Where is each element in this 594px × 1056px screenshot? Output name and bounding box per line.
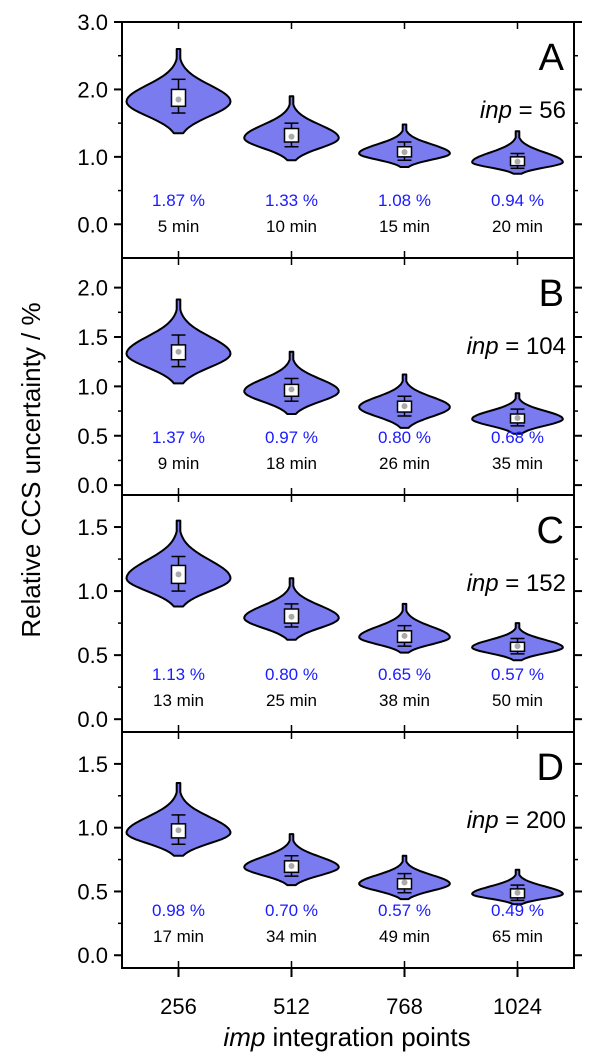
y-tick-label: 0.5 [77,424,108,449]
percent-label: 0.57 % [491,665,544,684]
time-label: 18 min [266,454,317,473]
inp-label: inp = 200 [467,807,566,834]
y-tick-label: 1.0 [77,145,108,170]
time-label: 5 min [158,217,200,236]
median-dot [401,879,408,886]
x-axis-label-rest: integration points [265,1022,470,1052]
percent-label: 0.80 % [265,665,318,684]
inp-label-name: inp [467,807,499,834]
y-tick-label: 0.5 [77,643,108,668]
y-tick-label: 1.5 [77,325,108,350]
y-tick-label: 1.5 [77,752,108,777]
x-tick-label: 256 [160,994,197,1019]
median-dot [288,133,295,140]
time-label: 13 min [153,691,204,710]
median-dot [401,403,408,410]
panel-frame [121,731,575,969]
time-label: 20 min [492,217,543,236]
inp-label-value: = 104 [499,333,566,360]
x-tick-label: 768 [386,994,423,1019]
inp-label: inp = 104 [467,333,566,360]
median-dot [401,632,408,639]
inp-label-name: inp [467,570,499,597]
time-label: 50 min [492,691,543,710]
y-tick-label: 0.0 [77,943,108,968]
x-tick-label: 1024 [493,994,542,1019]
percent-label: 0.49 % [491,901,544,920]
percent-label: 0.57 % [378,901,431,920]
median-dot [175,571,182,578]
percent-label: 0.97 % [265,428,318,447]
x-tick-label: 512 [273,994,310,1019]
percent-label: 1.33 % [265,191,318,210]
time-label: 10 min [266,217,317,236]
time-label: 34 min [266,927,317,946]
inp-label: inp = 152 [467,570,566,597]
y-tick-label: 0.0 [77,707,108,732]
x-axis-label: imp integration points [223,1022,470,1052]
panel-letter: D [537,747,564,789]
percent-label: 0.65 % [378,665,431,684]
y-tick-label: 0.0 [77,473,108,498]
median-dot [514,643,521,650]
percent-label: 0.70 % [265,901,318,920]
time-label: 35 min [492,454,543,473]
inp-label-value: = 56 [512,97,566,124]
time-label: 26 min [379,454,430,473]
y-tick-label: 2.0 [77,276,108,301]
median-dot [514,158,521,165]
panel-letter: A [539,37,565,79]
time-label: 49 min [379,927,430,946]
percent-label: 1.13 % [152,665,205,684]
time-label: 38 min [379,691,430,710]
percent-label: 0.80 % [378,428,431,447]
y-axis-label: Relative CCS uncertainty / % [16,302,46,637]
percent-label: 0.94 % [491,191,544,210]
inp-label-value: = 152 [499,570,566,597]
median-dot [175,96,182,103]
x-axis: 256 512 768 1024 [160,968,542,1019]
percent-label: 1.37 % [152,428,205,447]
median-dot [175,348,182,355]
time-label: 25 min [266,691,317,710]
y-tick-label: 1.0 [77,579,108,604]
y-tick-label: 3.0 [77,10,108,35]
time-label: 9 min [158,454,200,473]
percent-label: 0.98 % [152,901,205,920]
percent-label: 0.68 % [491,428,544,447]
percent-label: 1.87 % [152,191,205,210]
median-dot [288,386,295,393]
time-label: 65 min [492,927,543,946]
y-tick-label: 1.0 [77,816,108,841]
time-label: 17 min [153,927,204,946]
median-dot [514,414,521,421]
inp-label-name: inp [467,333,499,360]
percent-label: 1.08 % [378,191,431,210]
y-tick-label: 1.0 [77,374,108,399]
median-dot [288,862,295,869]
median-dot [175,827,182,834]
violin-1024 [471,130,564,175]
median-dot [288,613,295,620]
y-tick-label: 2.0 [77,77,108,102]
inp-label-name: inp [480,97,512,124]
panel-letter: C [537,510,564,552]
inp-label: inp = 56 [480,97,566,124]
panel-letter: B [539,273,564,315]
x-axis-label-italic: imp [223,1022,265,1052]
median-dot [401,149,408,156]
median-dot [514,889,521,896]
inp-label-value: = 200 [499,807,566,834]
y-tick-label: 0.0 [77,212,108,237]
time-label: 15 min [379,217,430,236]
y-tick-label: 0.5 [77,879,108,904]
y-tick-label: 1.5 [77,515,108,540]
